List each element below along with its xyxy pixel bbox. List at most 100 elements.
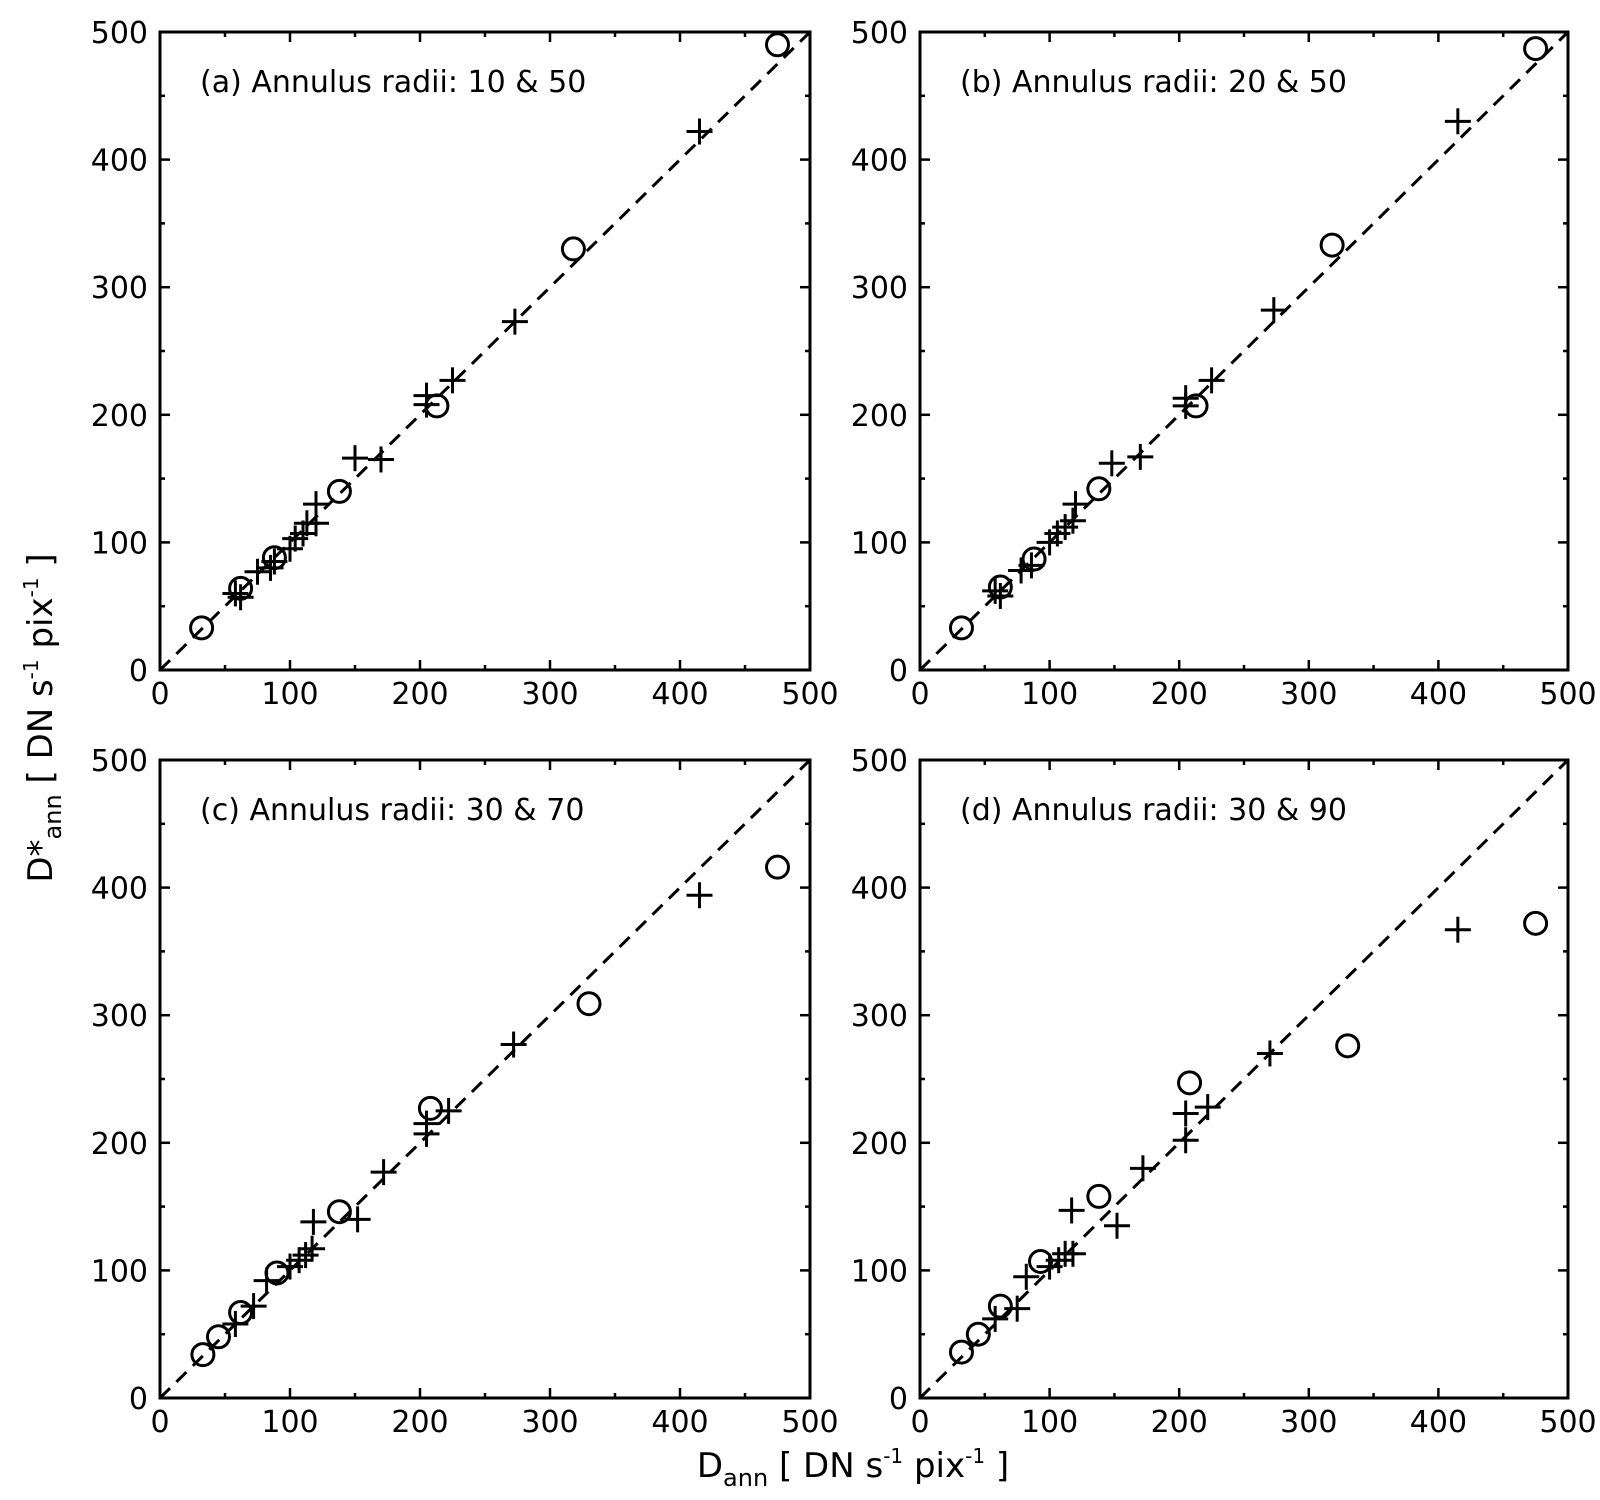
x-axis-title-mid: pix xyxy=(903,1446,965,1486)
y-tick-label: 0 xyxy=(129,654,148,689)
y-tick-label: 400 xyxy=(851,872,908,907)
circle-point xyxy=(948,615,974,641)
x-tick-label: 0 xyxy=(910,1405,929,1440)
x-tick-label: 200 xyxy=(1151,1405,1208,1440)
x-tick-label: 100 xyxy=(1021,1405,1078,1440)
circle-point xyxy=(765,32,790,58)
plus-point xyxy=(222,580,249,607)
circle-point xyxy=(1086,1183,1112,1209)
y-tick-label: 300 xyxy=(91,999,148,1034)
plus-point xyxy=(1444,916,1471,943)
circle-point xyxy=(189,615,215,641)
y-axis-title-mid: pix xyxy=(21,597,61,659)
panel-title: (d) Annulus radii: 30 & 90 xyxy=(960,793,1347,828)
x-tick-label: 0 xyxy=(150,677,169,712)
x-tick-label: 500 xyxy=(1539,1405,1596,1440)
plus-point xyxy=(261,548,288,575)
y-axis-title: D*ann [ DN s-1 pix-1 ] xyxy=(19,553,67,882)
plus-point xyxy=(1013,1263,1040,1290)
plus-point xyxy=(1129,1155,1156,1182)
plus-point xyxy=(501,308,528,335)
plus-point xyxy=(370,1159,397,1186)
y-tick-label: 500 xyxy=(91,16,148,51)
plus-point xyxy=(1172,1127,1199,1154)
x-tick-label: 500 xyxy=(1539,677,1596,712)
plus-point xyxy=(1103,1212,1130,1239)
circle-point xyxy=(987,1293,1013,1319)
y-tick-label: 400 xyxy=(91,872,148,907)
x-tick-label: 100 xyxy=(261,1405,318,1440)
plus-point xyxy=(1194,1094,1221,1121)
plus-point xyxy=(1198,367,1225,394)
circle-point xyxy=(560,236,586,262)
circle-point xyxy=(765,854,790,880)
circle-point xyxy=(326,478,352,504)
plus-point xyxy=(1058,1197,1085,1224)
plus-point xyxy=(342,445,368,472)
x-tick-label: 0 xyxy=(150,1405,169,1440)
plus-point xyxy=(686,118,713,145)
plus-point xyxy=(1172,392,1199,419)
x-tick-label: 100 xyxy=(261,677,318,712)
plus-point xyxy=(1256,1040,1283,1067)
panel-title: (b) Annulus radii: 20 & 50 xyxy=(960,65,1347,100)
y-tick-label: 300 xyxy=(851,271,908,306)
plus-point xyxy=(300,1208,327,1235)
circle-point xyxy=(948,1339,974,1365)
x-tick-label: 200 xyxy=(391,1405,448,1440)
plus-point xyxy=(1260,297,1287,324)
plus-point xyxy=(1127,443,1154,470)
panel-title: (a) Annulus radii: 10 & 50 xyxy=(200,65,586,100)
x-tick-label: 100 xyxy=(1021,677,1078,712)
y-axis-title-sup2: -1 xyxy=(19,577,43,597)
x-tick-label: 300 xyxy=(521,1405,578,1440)
x-tick-label: 500 xyxy=(781,1405,838,1440)
plus-point xyxy=(227,584,254,611)
plus-point xyxy=(286,1247,313,1274)
circle-point xyxy=(1523,910,1549,936)
x-tick-label: 200 xyxy=(391,677,448,712)
y-tick-label: 500 xyxy=(91,744,148,779)
reference-line xyxy=(158,758,812,1400)
y-axis-title-rest: [ DN s xyxy=(21,679,61,794)
plus-point xyxy=(1059,1240,1086,1267)
y-tick-label: 0 xyxy=(889,654,908,689)
reference-line xyxy=(158,30,812,672)
plus-point xyxy=(303,491,329,518)
y-tick-label: 200 xyxy=(851,1127,908,1162)
plus-point xyxy=(435,1097,462,1124)
plus-point xyxy=(1008,557,1035,584)
plus-point xyxy=(987,582,1014,609)
reference-line xyxy=(918,30,1570,672)
circle-point xyxy=(576,991,602,1017)
plot-frame xyxy=(918,758,1570,1400)
x-axis-title-sup2: -1 xyxy=(965,1444,985,1468)
x-axis-title-sup1: -1 xyxy=(883,1444,903,1468)
panel-d: 0 100 200 300 400 500 0 100 200 300 400 500 (d) Annu… xyxy=(851,744,1597,1440)
plus-point xyxy=(500,1031,527,1058)
plus-point xyxy=(1098,450,1125,477)
y-tick-label: 500 xyxy=(851,744,908,779)
circle-point xyxy=(1177,1070,1203,1096)
plus-point xyxy=(413,1110,440,1137)
circle-point xyxy=(190,1342,216,1368)
reference-line xyxy=(918,758,1570,1400)
y-tick-label: 100 xyxy=(91,526,148,561)
y-axis-title-main: D* xyxy=(21,839,61,882)
circle-point xyxy=(1523,36,1549,62)
plot-frame xyxy=(918,30,1570,672)
y-tick-label: 0 xyxy=(129,1382,148,1417)
plus-point xyxy=(1045,1247,1072,1274)
circle-point xyxy=(1335,1033,1361,1059)
y-tick-label: 100 xyxy=(91,1254,148,1289)
y-tick-label: 200 xyxy=(91,1127,148,1162)
y-tick-label: 100 xyxy=(851,1254,908,1289)
y-tick-label: 300 xyxy=(91,271,148,306)
plus-point xyxy=(1444,108,1471,135)
plus-point xyxy=(1062,491,1089,518)
y-tick-label: 0 xyxy=(889,1382,908,1417)
x-tick-label: 400 xyxy=(651,677,708,712)
x-tick-label: 300 xyxy=(1280,1405,1337,1440)
plus-point xyxy=(1172,1100,1199,1127)
